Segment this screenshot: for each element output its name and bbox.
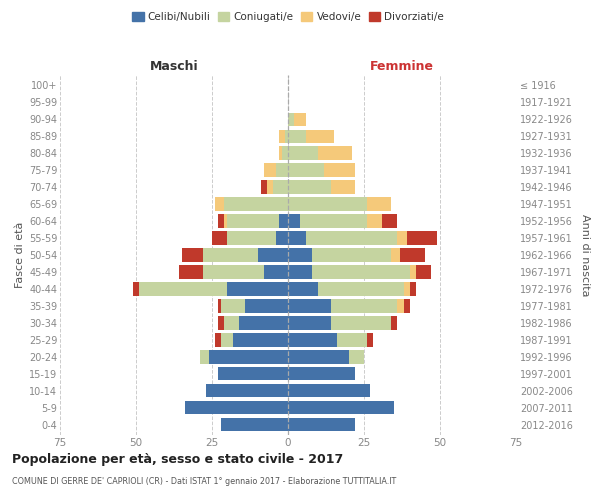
- Bar: [279, 130, 285, 143]
- Legend: Celibi/Nubili, Coniugati/e, Vedovi/e, Divorziati/e: Celibi/Nubili, Coniugati/e, Vedovi/e, Di…: [128, 8, 448, 26]
- Bar: [218, 367, 288, 380]
- Bar: [227, 232, 276, 244]
- Bar: [306, 232, 397, 244]
- Bar: [218, 300, 221, 312]
- Bar: [382, 214, 397, 228]
- Bar: [367, 334, 373, 346]
- Bar: [397, 300, 404, 312]
- Bar: [224, 214, 227, 228]
- Bar: [300, 214, 367, 228]
- Bar: [337, 334, 367, 346]
- Bar: [319, 146, 352, 160]
- Bar: [233, 334, 288, 346]
- Bar: [306, 130, 334, 143]
- Bar: [288, 214, 300, 228]
- Bar: [279, 146, 282, 160]
- Bar: [288, 367, 355, 380]
- Bar: [288, 180, 331, 194]
- Bar: [288, 198, 367, 210]
- Bar: [221, 334, 233, 346]
- Bar: [227, 214, 279, 228]
- Bar: [391, 248, 400, 262]
- Bar: [285, 130, 288, 143]
- Bar: [288, 401, 394, 414]
- Bar: [224, 316, 239, 330]
- Bar: [224, 198, 288, 210]
- Bar: [133, 282, 139, 296]
- Bar: [218, 316, 224, 330]
- Bar: [319, 282, 404, 296]
- Bar: [227, 282, 288, 296]
- Y-axis label: Anni di nascita: Anni di nascita: [580, 214, 590, 296]
- Text: Femmine: Femmine: [370, 60, 434, 74]
- Bar: [279, 214, 288, 228]
- Bar: [288, 146, 319, 160]
- Bar: [288, 248, 313, 262]
- Bar: [267, 180, 273, 194]
- Bar: [410, 266, 416, 278]
- Text: Popolazione per età, sesso e stato civile - 2017: Popolazione per età, sesso e stato civil…: [12, 452, 343, 466]
- Bar: [391, 316, 397, 330]
- Bar: [288, 418, 355, 432]
- Bar: [221, 418, 288, 432]
- Bar: [273, 180, 288, 194]
- Bar: [215, 198, 224, 210]
- Bar: [179, 266, 203, 278]
- Bar: [257, 248, 288, 262]
- Bar: [288, 384, 370, 398]
- Bar: [367, 198, 391, 210]
- Bar: [325, 164, 355, 176]
- Bar: [263, 164, 276, 176]
- Bar: [288, 316, 331, 330]
- Bar: [331, 180, 355, 194]
- Bar: [397, 232, 407, 244]
- Bar: [349, 350, 364, 364]
- Bar: [331, 300, 397, 312]
- Bar: [218, 214, 224, 228]
- Bar: [212, 232, 227, 244]
- Text: COMUNE DI GERRE DE' CAPRIOLI (CR) - Dati ISTAT 1° gennaio 2017 - Elaborazione TU: COMUNE DI GERRE DE' CAPRIOLI (CR) - Dati…: [12, 478, 396, 486]
- Bar: [288, 232, 306, 244]
- Bar: [416, 266, 431, 278]
- Text: Maschi: Maschi: [149, 60, 199, 74]
- Bar: [182, 248, 203, 262]
- Bar: [139, 282, 227, 296]
- Bar: [288, 350, 349, 364]
- Bar: [200, 350, 209, 364]
- Bar: [288, 112, 294, 126]
- Bar: [294, 112, 306, 126]
- Bar: [215, 334, 221, 346]
- Bar: [404, 282, 410, 296]
- Bar: [245, 300, 288, 312]
- Y-axis label: Fasce di età: Fasce di età: [14, 222, 25, 288]
- Bar: [263, 266, 288, 278]
- Bar: [206, 384, 288, 398]
- Bar: [367, 214, 382, 228]
- Bar: [288, 282, 319, 296]
- Bar: [221, 300, 245, 312]
- Bar: [331, 316, 391, 330]
- Bar: [288, 266, 313, 278]
- Bar: [313, 248, 391, 262]
- Bar: [288, 164, 325, 176]
- Bar: [185, 401, 288, 414]
- Bar: [203, 266, 263, 278]
- Bar: [288, 130, 306, 143]
- Bar: [400, 248, 425, 262]
- Bar: [239, 316, 288, 330]
- Bar: [407, 232, 437, 244]
- Bar: [288, 334, 337, 346]
- Bar: [203, 248, 257, 262]
- Bar: [209, 350, 288, 364]
- Bar: [276, 232, 288, 244]
- Bar: [276, 164, 288, 176]
- Bar: [282, 146, 288, 160]
- Bar: [260, 180, 267, 194]
- Bar: [404, 300, 410, 312]
- Bar: [288, 300, 331, 312]
- Bar: [410, 282, 416, 296]
- Bar: [313, 266, 410, 278]
